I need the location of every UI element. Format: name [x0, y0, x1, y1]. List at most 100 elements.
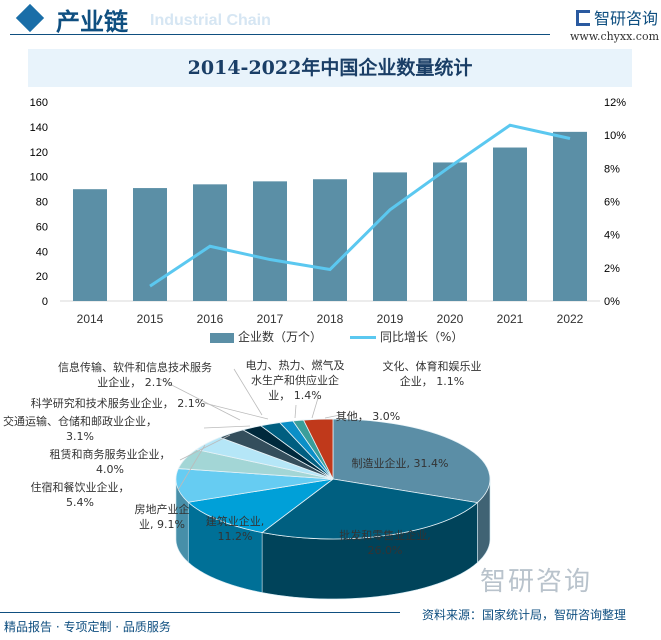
pie-label-line: 11.2% [217, 530, 253, 543]
leader-line [311, 397, 319, 419]
leader-line [157, 377, 241, 421]
pie-label: 批发和零售业企业, 26.0% [339, 528, 431, 558]
pie-label-line: 交通运输、仓储和邮政业企业， [3, 415, 157, 428]
leader-line [294, 404, 297, 419]
pie-label-line: 科学研究和技术服务业企业， 2.1% [30, 397, 206, 410]
y-tick-label: 160 [30, 97, 48, 109]
bar [493, 147, 527, 301]
pie-label-line: 租赁和商务服务业企业， [49, 448, 171, 461]
bar-line-chart: 0 20 40 60 80 100 120 140 160 0% 2% 4% 6% 8% 10% 12% 201… [30, 97, 627, 326]
pie-label-line: 房地产业企 [134, 503, 190, 516]
pie-label: 电力、热力、燃气及 水生产和供应业企 业， 1.4% [246, 358, 345, 403]
bar [133, 188, 167, 301]
y2-tick-label: 6% [604, 197, 620, 209]
y2-tick-label: 2% [604, 263, 620, 275]
y-tick-label: 60 [36, 221, 48, 233]
header-watermark: Industrial Chain [150, 12, 271, 29]
y2-tick-label: 0% [604, 296, 620, 308]
x-tick-label: 2014 [77, 312, 104, 326]
x-tick-label: 2020 [437, 312, 464, 326]
header-divider [10, 34, 550, 35]
pie-label-line: 业企业， 2.1% [97, 376, 173, 389]
bar [553, 131, 587, 301]
pie-label-line: 建筑业企业, [205, 515, 265, 528]
pie-label-line: 文化、体育和娱乐业 [382, 360, 482, 373]
pie-label: 科学研究和技术服务业企业， 2.1% [31, 396, 205, 411]
x-tick-label: 2019 [377, 312, 404, 326]
y-tick-label: 0 [42, 296, 48, 308]
pie-label: 制造业企业, 31.4% [352, 456, 449, 471]
pie-label-line: 业， 1.4% [268, 389, 322, 402]
bar [313, 179, 347, 301]
bar [373, 172, 407, 301]
pie-label-line: 信息传输、软件和信息技术服务 [58, 361, 212, 374]
chart-title: 2014-2022年中国企业数量统计 [28, 49, 632, 87]
logo-icon [576, 10, 590, 26]
data-source: 资料来源：国家统计局，智研咨询整理 [422, 608, 627, 622]
pie-label-line: 制造业企业, 31.4% [351, 457, 449, 470]
footer-brand-watermark: 智研咨询 [480, 567, 593, 597]
pie-label: 住宿和餐饮业企业， 5.4% [31, 480, 130, 510]
legend-bar-swatch [210, 332, 234, 343]
pie-label: 信息传输、软件和信息技术服务 业企业， 2.1% [58, 360, 212, 390]
pie-chart [157, 368, 491, 600]
brand-name: 智研咨询 [594, 9, 659, 28]
leader-line [203, 425, 251, 429]
pie-label: 租赁和商务服务业企业， 4.0% [50, 447, 171, 477]
leader-line [179, 434, 231, 461]
pie-label-line: 5.4% [66, 496, 94, 509]
pie-label-line: 企业， 1.1% [399, 375, 465, 388]
pie-slice [302, 418, 334, 480]
pie-label-line: 水生产和供应业企 [251, 374, 339, 387]
y-tick-label: 20 [36, 271, 48, 283]
leader-line [324, 413, 346, 419]
leader-line [233, 368, 263, 416]
pie-slice [332, 418, 491, 504]
bar [433, 162, 467, 301]
pie-label-line: 26.0% [367, 544, 403, 557]
footer-slogan: 精品报告 · 专项定制 · 品质服务 [4, 620, 171, 634]
pie-slice [187, 478, 334, 533]
header-title: 产业链 [56, 7, 128, 36]
legend-bar-label: 企业数（万个） [238, 330, 323, 344]
legend-line: 同比增长（%） [350, 328, 463, 345]
y-tick-label: 140 [30, 122, 48, 134]
y2-tick-label: 4% [604, 230, 620, 242]
pie-label-line: 电力、热力、燃气及 [245, 359, 345, 372]
pie-label-line: 住宿和餐饮业企业， [30, 481, 130, 494]
pie-label: 其他， 3.0% [336, 409, 400, 424]
pie-slice [261, 478, 479, 540]
pie-label: 交通运输、仓储和邮政业企业， 3.1% [3, 414, 157, 444]
pie-label-line: 批发和零售业企业, [339, 529, 431, 542]
y-tick-label: 80 [36, 197, 48, 209]
x-tick-label: 2018 [317, 312, 344, 326]
legend-line-swatch [350, 336, 377, 339]
brand-url: www.chyxx.com [570, 30, 660, 43]
pie-label-line: 3.1% [66, 430, 94, 443]
pie-label: 文化、体育和娱乐业 企业， 1.1% [383, 359, 482, 389]
y2-tick-label: 10% [604, 130, 626, 142]
y-tick-label: 100 [30, 172, 48, 184]
brand-logo: 智研咨询 [576, 5, 658, 29]
chart-legend: 企业数（万个） 同比增长（%） [210, 328, 463, 345]
bar [73, 189, 107, 301]
leader-line [177, 444, 206, 491]
legend-bar: 企业数（万个） [210, 328, 322, 345]
y2-tick-label: 8% [604, 163, 620, 175]
pie-label: 建筑业企业, 11.2% [206, 514, 265, 544]
legend-line-label: 同比增长（%） [380, 330, 464, 344]
bar [193, 184, 227, 301]
pie-label-line: 4.0% [96, 463, 124, 476]
pie-label: 房地产业企业, 9.1% [135, 502, 190, 532]
x-tick-label: 2022 [557, 312, 584, 326]
pie-slice [175, 468, 334, 503]
pie-label-line: 其他， 3.0% [335, 410, 401, 423]
y-tick-label: 40 [36, 246, 48, 258]
x-tick-label: 2017 [257, 312, 284, 326]
footer-divider [0, 612, 400, 613]
x-tick-label: 2016 [197, 312, 224, 326]
leader-line [203, 402, 269, 420]
pie-label-line: 业, 9.1% [139, 518, 185, 531]
y-tick-label: 120 [30, 147, 48, 159]
x-tick-label: 2021 [497, 312, 524, 326]
